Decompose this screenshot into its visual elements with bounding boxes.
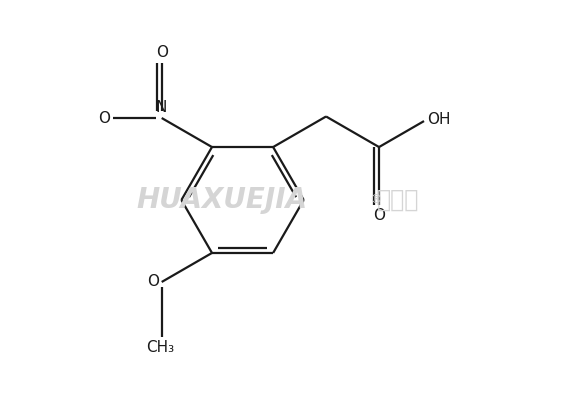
Text: N: N: [156, 100, 168, 115]
Text: ®: ®: [369, 194, 381, 206]
Text: O: O: [98, 110, 111, 126]
Text: O: O: [373, 208, 385, 223]
Text: HUAXUEJIA: HUAXUEJIA: [136, 186, 307, 214]
Text: 化学加: 化学加: [377, 188, 419, 212]
Text: CH₃: CH₃: [146, 340, 174, 355]
Text: O: O: [156, 45, 168, 60]
Text: O: O: [147, 274, 159, 290]
Text: OH: OH: [427, 112, 451, 127]
